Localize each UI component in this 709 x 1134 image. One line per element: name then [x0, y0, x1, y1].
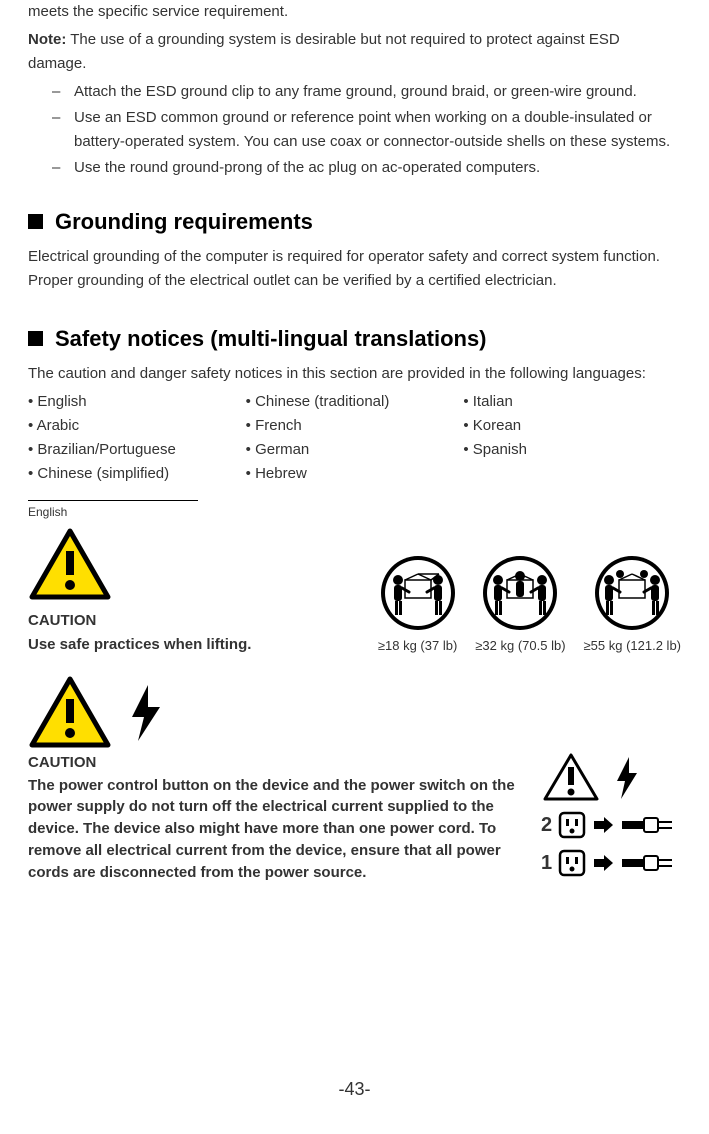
- lang-col-2: Chinese (traditional) French German Hebr…: [246, 390, 464, 486]
- grounding-body: Electrical grounding of the computer is …: [28, 245, 681, 293]
- lang-col-3: Italian Korean Spanish: [463, 390, 681, 486]
- safety-heading: Safety notices (multi-lingual translatio…: [28, 321, 681, 356]
- arrow-right-icon: [592, 854, 614, 872]
- caution-title: CAUTION: [28, 751, 525, 775]
- lang-col-1: English Arabic Brazilian/Portuguese Chin…: [28, 390, 246, 486]
- lang-item: English: [28, 390, 246, 414]
- lift-3-icon: [478, 554, 562, 632]
- plug-icon: [620, 815, 676, 835]
- lang-item: Spanish: [463, 438, 681, 462]
- lang-item: Korean: [463, 414, 681, 438]
- outlet-icon: [558, 849, 586, 877]
- grounding-heading-text: Grounding requirements: [55, 204, 313, 239]
- grounding-heading: Grounding requirements: [28, 204, 681, 239]
- plug-row-2: 2: [541, 809, 681, 841]
- power-cord-diagram: 2 1: [541, 751, 681, 879]
- language-columns: English Arabic Brazilian/Portuguese Chin…: [28, 390, 681, 486]
- lifting-icons: ≥18 kg (37 lb): [378, 554, 681, 657]
- bolt-outline-icon: [605, 751, 649, 803]
- lang-item: Hebrew: [246, 462, 464, 486]
- english-label: English: [28, 503, 681, 522]
- outlet-icon: [558, 811, 586, 839]
- dash-list: Attach the ESD ground clip to any frame …: [28, 80, 681, 180]
- caution-block-power: CAUTION The power control button on the …: [28, 675, 681, 884]
- caution-icon-row: [28, 675, 681, 749]
- caution-triangle-icon: [28, 527, 112, 601]
- caution-sub: Use safe practices when lifting.: [28, 633, 251, 657]
- page-number: -43-: [0, 1075, 709, 1104]
- continuation-text: meets the specific service requirement.: [28, 0, 681, 24]
- warning-outline-triangle-icon: [541, 751, 601, 803]
- caution-text-block: CAUTION The power control button on the …: [28, 751, 541, 884]
- lift-label: ≥18 kg (37 lb): [378, 636, 457, 657]
- note: Note: The use of a grounding system is d…: [28, 28, 681, 76]
- lang-item: Brazilian/Portuguese: [28, 438, 246, 462]
- plug-number: 1: [541, 847, 552, 879]
- lift-2-icon: [379, 554, 457, 632]
- bolt-icon: [118, 675, 174, 749]
- dash-item: Attach the ESD ground clip to any frame …: [52, 80, 681, 104]
- note-text: The use of a grounding system is desirab…: [28, 31, 620, 72]
- caution-title: CAUTION: [28, 609, 251, 633]
- lang-item: Arabic: [28, 414, 246, 438]
- lang-item: French: [246, 414, 464, 438]
- safety-heading-text: Safety notices (multi-lingual translatio…: [55, 321, 487, 356]
- note-label: Note:: [28, 31, 66, 48]
- dash-item: Use the round ground-prong of the ac plu…: [52, 156, 681, 180]
- english-divider: [28, 500, 198, 501]
- lift-item-4person: ≥55 kg (121.2 lb): [584, 554, 681, 657]
- bullet-icon: [28, 214, 43, 229]
- lang-item: Chinese (traditional): [246, 390, 464, 414]
- dash-item: Use an ESD common ground or reference po…: [52, 106, 681, 154]
- lang-item: German: [246, 438, 464, 462]
- bullet-icon: [28, 331, 43, 346]
- caution-block-lifting: CAUTION Use safe practices when lifting.: [28, 527, 681, 657]
- lift-label: ≥32 kg (70.5 lb): [475, 636, 565, 657]
- arrow-right-icon: [592, 816, 614, 834]
- lang-item: Chinese (simplified): [28, 462, 246, 486]
- lift-item-3person: ≥32 kg (70.5 lb): [475, 554, 565, 657]
- lang-item: Italian: [463, 390, 681, 414]
- safety-intro: The caution and danger safety notices in…: [28, 362, 681, 386]
- plug-number: 2: [541, 809, 552, 841]
- plug-row-1: 1: [541, 847, 681, 879]
- plug-icon: [620, 853, 676, 873]
- lift-label: ≥55 kg (121.2 lb): [584, 636, 681, 657]
- caution-triangle-icon: [28, 675, 112, 749]
- caution-left: CAUTION Use safe practices when lifting.: [28, 527, 251, 657]
- lift-item-2person: ≥18 kg (37 lb): [378, 554, 457, 657]
- caution-power-text: The power control button on the device a…: [28, 775, 525, 884]
- lift-4-icon: [587, 554, 677, 632]
